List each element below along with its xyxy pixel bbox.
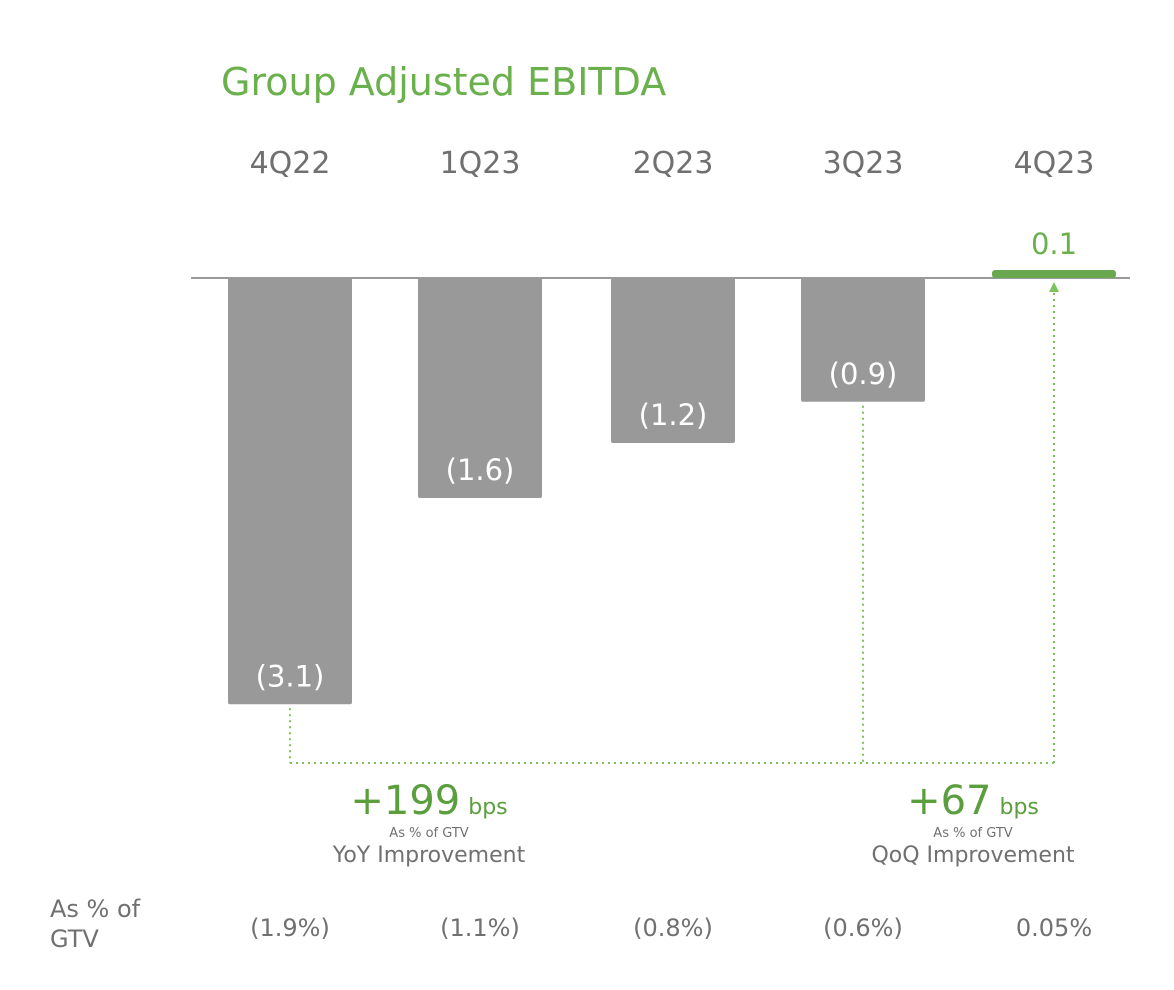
bar-4q23 bbox=[992, 270, 1116, 278]
bar-3q23 bbox=[801, 278, 925, 402]
qoq-improvement-caption: QoQ Improvement bbox=[871, 843, 1075, 868]
pct-gtv-value-4q22: (1.9%) bbox=[250, 914, 330, 942]
bar-4q22 bbox=[228, 278, 352, 705]
improvement-arrowhead bbox=[1049, 282, 1059, 292]
qoq-improvement-value: +67 bbox=[907, 778, 992, 824]
bar-value-label-2q23: (1.2) bbox=[639, 398, 708, 432]
pct-gtv-value-3q23: (0.6%) bbox=[823, 914, 903, 942]
pct-gtv-value-4q23: 0.05% bbox=[1016, 914, 1092, 942]
yoy-improvement-callout: +199 bps As % of GTV YoY Improvement bbox=[319, 778, 539, 868]
bar-2q23 bbox=[611, 278, 735, 443]
category-label-1q23: 1Q23 bbox=[440, 146, 521, 181]
bar-value-label-4q22: (3.1) bbox=[256, 659, 325, 693]
bar-value-label-3q23: (0.9) bbox=[829, 357, 898, 391]
qoq-improvement-unit: bps bbox=[999, 795, 1039, 820]
pct-gtv-row-label: As % of GTV bbox=[50, 895, 141, 953]
pct-gtv-value-2q23: (0.8%) bbox=[633, 914, 713, 942]
pct-gtv-value-1q23: (1.1%) bbox=[440, 914, 520, 942]
bar-value-label-1q23: (1.6) bbox=[446, 453, 515, 487]
qoq-improvement-sublabel: As % of GTV bbox=[933, 826, 1013, 841]
category-label-4q23: 4Q23 bbox=[1014, 146, 1095, 181]
yoy-improvement-sublabel: As % of GTV bbox=[389, 826, 469, 841]
yoy-improvement-unit: bps bbox=[468, 795, 508, 820]
chart-title: Group Adjusted EBITDA bbox=[221, 60, 667, 104]
category-label-4q22: 4Q22 bbox=[250, 146, 331, 181]
yoy-improvement-caption: YoY Improvement bbox=[332, 843, 526, 868]
category-label-3q23: 3Q23 bbox=[823, 146, 904, 181]
qoq-improvement-callout: +67 bps As % of GTV QoQ Improvement bbox=[856, 778, 1090, 868]
bar-value-label-4q23: 0.1 bbox=[1031, 227, 1077, 261]
category-label-2q23: 2Q23 bbox=[633, 146, 714, 181]
yoy-improvement-value: +199 bbox=[350, 778, 461, 824]
bar-1q23 bbox=[418, 278, 542, 498]
